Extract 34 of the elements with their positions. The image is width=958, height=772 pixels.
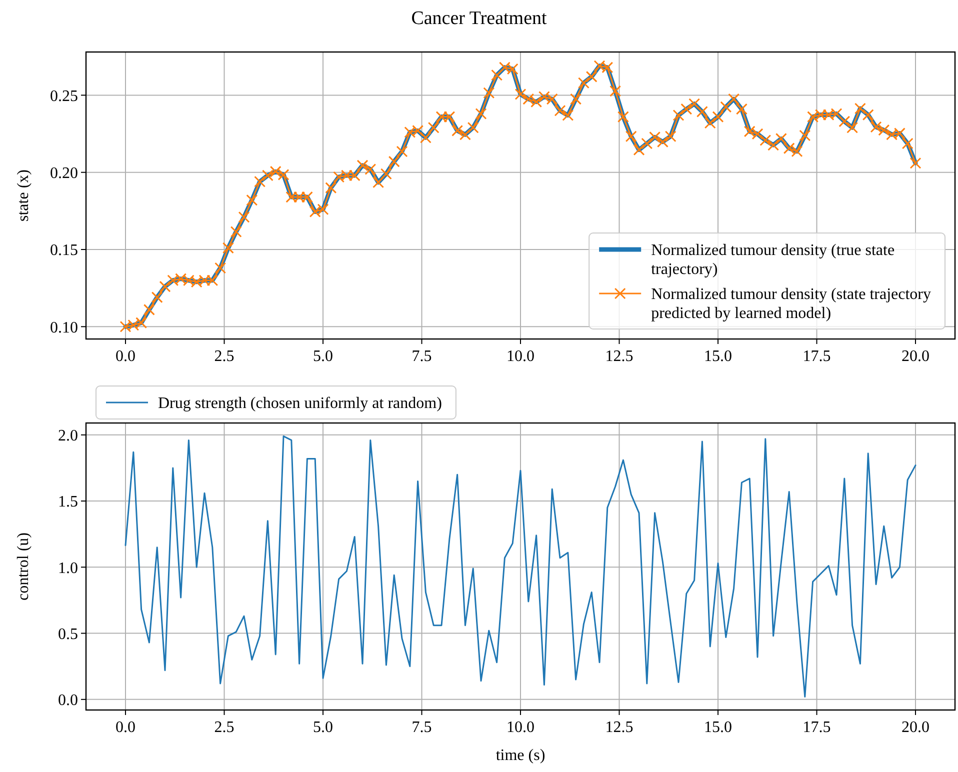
x-tick-label: 17.5 [802, 719, 831, 736]
legend-label: Drug strength (chosen uniformly at random) [158, 395, 442, 412]
x-tick-label: 0.0 [116, 348, 136, 365]
x-tick-label: 12.5 [605, 719, 634, 736]
y-tick-label: 0.10 [50, 319, 78, 336]
x-tick-label: 5.0 [313, 348, 333, 365]
y-tick-label: 1.5 [58, 494, 78, 511]
x-tick-label: 7.5 [412, 348, 432, 365]
y-tick-label: 1.0 [58, 560, 78, 577]
x-tick-label: 5.0 [313, 719, 333, 736]
y-tick-label: 0.0 [58, 692, 78, 710]
y-axis-title: control (u) [15, 532, 32, 600]
y-tick-label: 0.15 [50, 242, 78, 260]
x-tick-label: 2.5 [214, 719, 234, 736]
x-tick-label: 2.5 [214, 348, 234, 365]
x-tick-label: 10.0 [506, 719, 534, 736]
y-tick-label: 0.5 [58, 626, 78, 643]
x-tick-label: 15.0 [704, 348, 732, 365]
y-tick-label: 0.20 [50, 164, 78, 182]
chart-title: Cancer Treatment [411, 8, 548, 29]
x-tick-label: 0.0 [116, 719, 136, 736]
x-axis-title: time (s) [496, 747, 546, 764]
x-tick-label: 10.0 [506, 348, 534, 365]
x-tick-label: 20.0 [902, 348, 930, 365]
x-tick-label: 7.5 [412, 719, 432, 736]
y-axis-title: state (x) [15, 170, 32, 222]
x-tick-label: 15.0 [704, 719, 732, 736]
legend-label: Normalized tumour density (true state trajectory) [651, 242, 895, 278]
y-tick-label: 0.25 [50, 88, 78, 105]
x-tick-label: 20.0 [902, 719, 930, 736]
legend-label: Normalized tumour density (state trajectory predicted by learned model) [651, 286, 931, 322]
x-tick-label: 17.5 [802, 348, 831, 365]
x-tick-label: 12.5 [605, 348, 634, 365]
y-tick-label: 2.0 [58, 428, 78, 445]
